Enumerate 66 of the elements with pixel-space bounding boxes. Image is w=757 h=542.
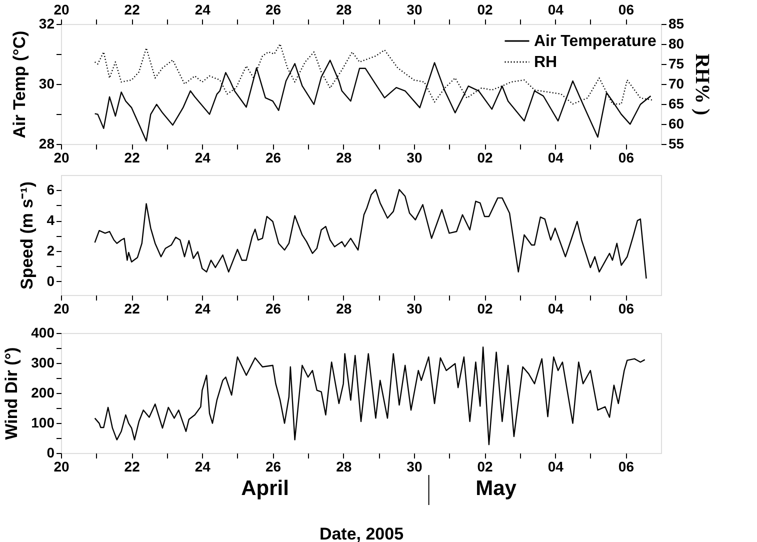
y-tick-label: 28 [38, 136, 55, 152]
y-axis-title: Speed (m s⁻¹) [18, 181, 37, 290]
x2-tick-label: 20 [54, 2, 70, 18]
x-tick-label: 30 [406, 150, 422, 166]
y-tick-label: 400 [31, 324, 55, 340]
x-tick-label: 04 [548, 150, 564, 166]
x-tick-label: 06 [618, 300, 634, 316]
y2-tick-label: 65 [668, 96, 684, 112]
x-axis-title: Date, 2005 [319, 524, 404, 542]
x-tick-label: 22 [124, 150, 140, 166]
x-tick-label: 24 [194, 458, 211, 474]
y-tick-label: 6 [46, 182, 55, 198]
x2-tick-label: 28 [336, 2, 352, 18]
y2-tick-label: 85 [668, 16, 684, 32]
y-tick-label: 2 [46, 242, 55, 258]
y-tick-label: 300 [31, 354, 55, 370]
text: May [476, 477, 517, 500]
x2-tick-label: 26 [265, 2, 282, 18]
y-tick-label: 4 [46, 212, 55, 228]
y2-tick-label: 60 [668, 116, 684, 132]
x2-tick-label: 02 [477, 2, 494, 18]
y2-tick-label: 75 [668, 56, 684, 72]
x-tick-label: 26 [265, 150, 282, 166]
legend-label: RH [534, 54, 558, 71]
y-tick-label: 200 [31, 384, 55, 400]
x-tick-label: 02 [477, 458, 494, 474]
x2-tick-label: 04 [548, 2, 564, 18]
x-tick-label: 20 [54, 458, 70, 474]
x-tick-label: 30 [406, 300, 422, 316]
x-tick-label: 22 [124, 458, 140, 474]
y2-tick-label: 80 [668, 36, 684, 52]
x-tick-label: 30 [406, 458, 422, 474]
x-tick-label: 20 [54, 300, 70, 316]
x-tick-label: 06 [618, 458, 634, 474]
x-tick-label: 02 [477, 300, 494, 316]
y-tick-label: 100 [31, 414, 55, 430]
line-series [94, 188, 647, 280]
y-tick-label: 30 [38, 76, 55, 92]
y-axis-title: Wind Dir (°) [2, 347, 22, 440]
x-tick-label: 28 [336, 150, 352, 166]
x-tick-label: 04 [548, 300, 564, 316]
line-series [94, 346, 646, 446]
y2-tick-label: 55 [668, 136, 684, 152]
y-axis-title: Air Temp (°C) [10, 30, 29, 138]
x-tick-label: 26 [265, 300, 282, 316]
x-tick-label: 06 [618, 150, 634, 166]
x-tick-label: 26 [265, 458, 282, 474]
y-tick-label: 32 [38, 16, 55, 32]
x-tick-label: 20 [54, 150, 70, 166]
x-tick-label: 22 [124, 300, 140, 316]
legend-label: Air Temperature [534, 33, 657, 50]
x-tick-label: 04 [548, 458, 564, 474]
x-tick-label: 28 [336, 300, 352, 316]
x2-tick-label: 06 [618, 2, 634, 18]
x-tick-label: 24 [194, 300, 211, 316]
x-tick-label: 28 [336, 458, 352, 474]
x2-tick-label: 24 [194, 2, 211, 18]
y2-axis-title: RH% ) [691, 54, 714, 116]
text: April [241, 477, 289, 500]
y-tick-label: 0 [46, 272, 55, 289]
x-tick-label: 24 [194, 150, 211, 166]
x2-tick-label: 30 [406, 2, 422, 18]
x-tick-label: 02 [477, 150, 494, 166]
y-tick-label: 0 [46, 444, 55, 460]
x2-tick-label: 22 [124, 2, 140, 18]
y2-tick-label: 70 [668, 76, 684, 92]
